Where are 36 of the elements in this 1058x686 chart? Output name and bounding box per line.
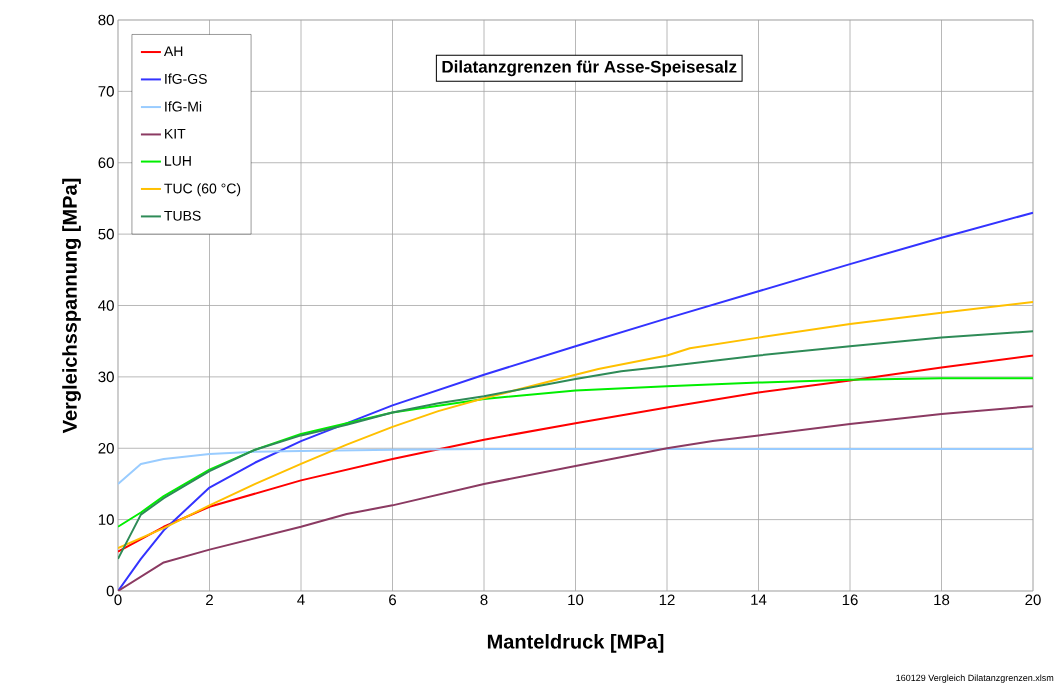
y-tick-label: 50 bbox=[98, 228, 114, 240]
y-tick-label: 0 bbox=[106, 585, 114, 597]
x-tick-label: 2 bbox=[206, 594, 213, 606]
x-tick-label: 0 bbox=[114, 594, 122, 606]
legend-label: LUH bbox=[165, 156, 191, 166]
y-tick-label: 30 bbox=[98, 371, 114, 383]
legend-label: IfG-GS bbox=[165, 73, 207, 84]
legend-label: TUBS bbox=[164, 210, 201, 221]
x-tick-label: 18 bbox=[934, 594, 950, 606]
line-series bbox=[118, 447, 1034, 485]
line-series bbox=[118, 300, 1034, 550]
text: 160129 Vergleich Dilatanzgrenzen.xlsm bbox=[896, 674, 1054, 683]
x-tick-label: 6 bbox=[389, 594, 397, 606]
legend-label: TUC (60 °C) bbox=[164, 183, 241, 197]
x-tick-label: 20 bbox=[1025, 594, 1041, 606]
x-tick-label: 4 bbox=[297, 594, 305, 605]
text: Dilatanzgrenzen für Asse-Speisesalz bbox=[442, 60, 737, 77]
y-tick-label: 40 bbox=[98, 300, 114, 311]
x-axis-title: Manteldruck [MPa] bbox=[487, 634, 664, 653]
y-tick-label: 70 bbox=[98, 86, 114, 97]
x-tick-label: 12 bbox=[659, 594, 675, 606]
x-tick-label: 14 bbox=[751, 594, 767, 605]
y-axis-title: Vergleichsspannung [MPa] bbox=[62, 178, 81, 434]
y-tick-label: 80 bbox=[98, 14, 114, 26]
line-series bbox=[118, 377, 1034, 528]
line-series bbox=[118, 405, 1034, 591]
y-tick-label: 60 bbox=[98, 157, 114, 169]
line-series bbox=[118, 211, 1034, 591]
x-tick-label: 16 bbox=[842, 594, 858, 606]
legend-label: AH bbox=[163, 46, 183, 57]
x-tick-label: 8 bbox=[480, 594, 488, 606]
legend-label: KIT bbox=[165, 128, 186, 139]
y-tick-label: 20 bbox=[98, 442, 114, 454]
y-tick-label: 10 bbox=[98, 514, 114, 525]
x-tick-label: 10 bbox=[568, 594, 584, 606]
legend-label: IfG-Mi bbox=[165, 101, 202, 112]
